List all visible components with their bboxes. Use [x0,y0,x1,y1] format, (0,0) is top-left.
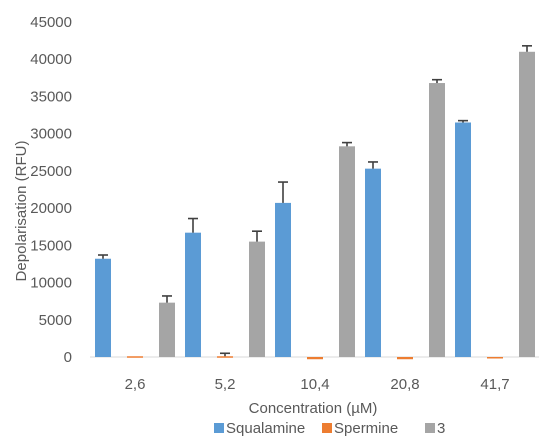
y-tick-label: 5000 [39,312,72,329]
y-tick-label: 15000 [30,237,72,254]
legend-label-2: 3 [437,420,445,437]
legend-label-1: Spermine [334,420,398,437]
legend-swatch-2 [425,423,435,433]
x-tick-label: 20,8 [390,376,419,393]
legend-swatch-1 [322,423,332,433]
y-tick-label: 10000 [30,275,72,292]
y-tick-label: 25000 [30,163,72,180]
y-tick-label: 30000 [30,126,72,143]
bar-squalamine-4 [455,122,471,357]
y-axis-title: Depolarisation (RFU) [13,141,30,282]
x-axis-ticks: 2,6 5,2 10,4 20,8 41,7 [125,376,510,393]
bar-spermine-1 [217,356,233,358]
bar-squalamine-1 [185,232,201,357]
bar-squalamine-2 [275,202,291,357]
y-tick-label: 0 [64,349,72,366]
y-tick-label: 35000 [30,88,72,105]
bar-3-0 [159,302,175,357]
legend: Squalamine Spermine 3 [214,420,445,437]
y-tick-label: 20000 [30,200,72,217]
legend-label-0: Squalamine [226,420,305,437]
error-bars-group [98,45,532,357]
bar-3-4 [519,51,535,358]
bar-spermine-3 [397,357,413,360]
bars-group [95,51,535,360]
x-tick-label: 10,4 [300,376,329,393]
x-axis-title: Concentration (µM) [249,400,378,417]
bar-squalamine-3 [365,168,381,357]
bar-spermine-0 [127,356,143,358]
y-tick-label: 40000 [30,51,72,68]
bar-squalamine-0 [95,258,111,357]
bar-3-3 [429,83,445,358]
legend-swatch-0 [214,423,224,433]
x-tick-label: 2,6 [125,376,146,393]
x-tick-label: 5,2 [215,376,236,393]
y-tick-label: 45000 [30,14,72,31]
y-axis-ticks: 0 5000 10000 15000 20000 25000 30000 35000 40000… [30,14,72,366]
bar-spermine-2 [307,357,323,360]
bar-3-2 [339,146,355,357]
bar-3-1 [249,241,265,357]
x-tick-label: 41,7 [480,376,509,393]
bar-spermine-4 [487,357,503,359]
